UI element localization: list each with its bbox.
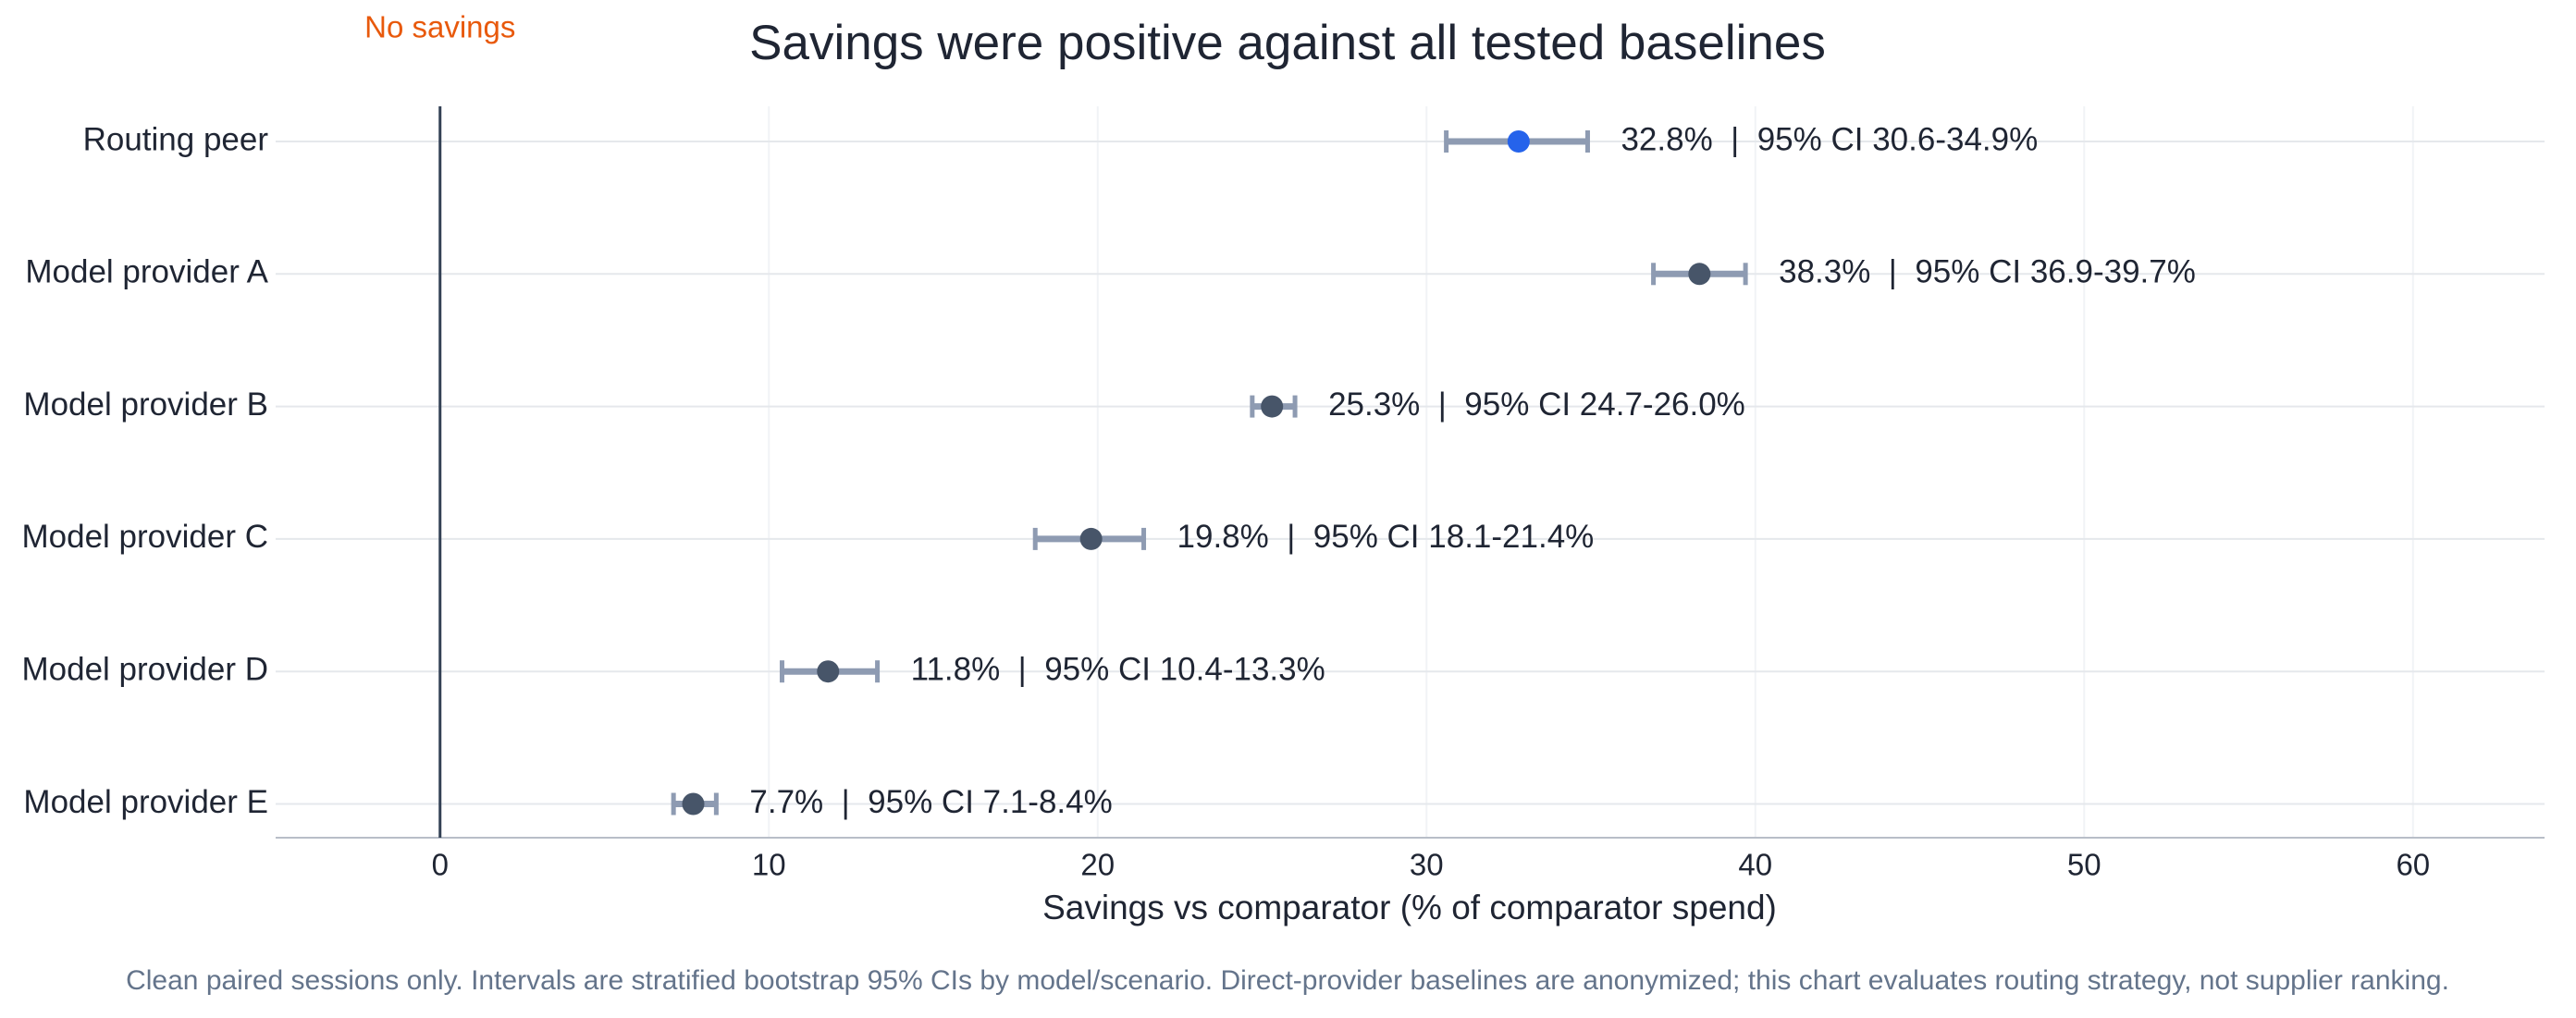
value-label: 11.8% | 95% CI 10.4-13.3% xyxy=(911,651,1325,687)
value-label: 7.7% | 95% CI 7.1-8.4% xyxy=(749,784,1112,820)
chart-title: Savings were positive against all tested… xyxy=(749,16,1826,70)
point xyxy=(817,660,840,683)
footnote: Clean paired sessions only. Intervals ar… xyxy=(126,965,2449,996)
value-label: 19.8% | 95% CI 18.1-21.4% xyxy=(1177,519,1595,555)
x-tick-label: 10 xyxy=(752,848,786,882)
x-tick-label: 40 xyxy=(1738,848,1772,882)
value-label: 38.3% | 95% CI 36.9-39.7% xyxy=(1779,254,2196,290)
x-tick-label: 60 xyxy=(2396,848,2430,882)
x-tick-label: 30 xyxy=(1410,848,1444,882)
y-tick-label: Model provider D xyxy=(22,651,269,687)
point xyxy=(1688,263,1711,286)
point xyxy=(1507,130,1530,153)
x-tick-label: 20 xyxy=(1080,848,1115,882)
y-tick-label: Model provider B xyxy=(23,386,268,423)
y-tick-label: Routing peer xyxy=(83,121,269,157)
value-label: 25.3% | 95% CI 24.7-26.0% xyxy=(1328,386,1745,423)
value-label: 32.8% | 95% CI 30.6-34.9% xyxy=(1621,121,2038,157)
point xyxy=(1079,527,1103,550)
point xyxy=(1261,395,1284,418)
y-tick-label: Model provider A xyxy=(25,254,268,290)
y-tick-label: Model provider E xyxy=(23,784,268,820)
x-axis-title: Savings vs comparator (% of comparator s… xyxy=(1042,889,1777,926)
reference-label: No savings xyxy=(364,10,515,44)
x-tick-label: 0 xyxy=(432,848,449,882)
y-tick-label: Model provider C xyxy=(22,519,269,555)
x-tick-label: 50 xyxy=(2067,848,2101,882)
point xyxy=(682,792,705,816)
